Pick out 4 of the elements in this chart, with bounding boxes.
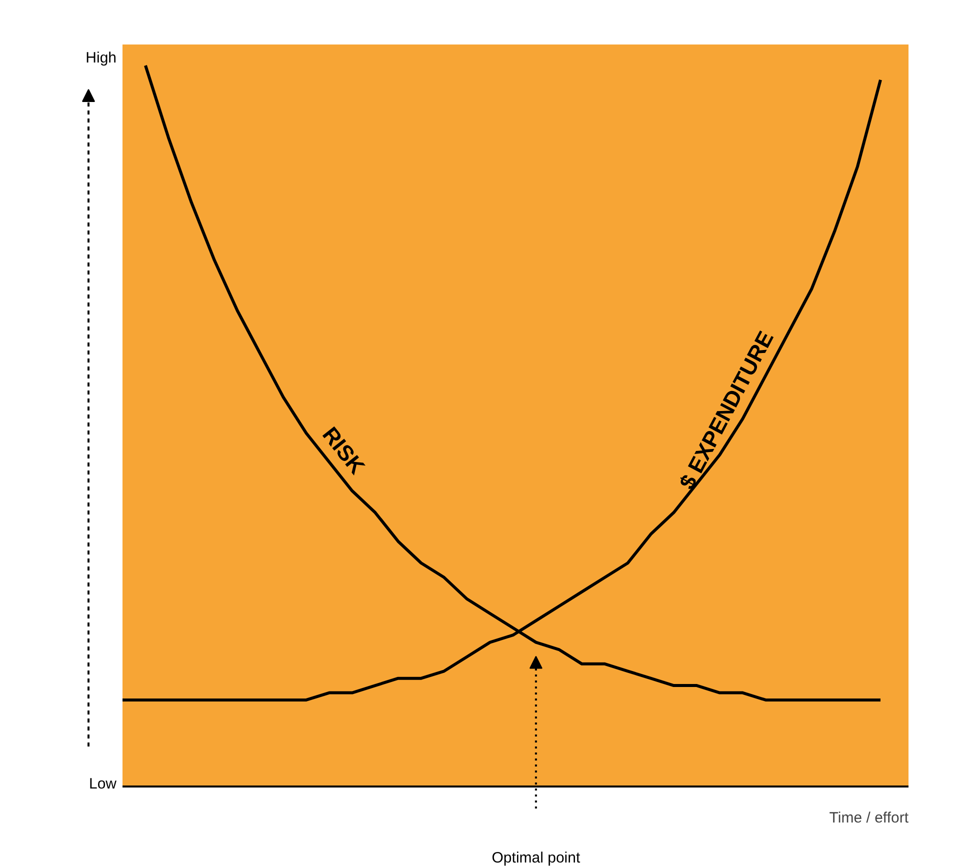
text: High [86,50,117,66]
x-axis-title: Time / effort [829,810,910,826]
text: Low [88,776,117,792]
text: Optimal point [492,850,581,866]
